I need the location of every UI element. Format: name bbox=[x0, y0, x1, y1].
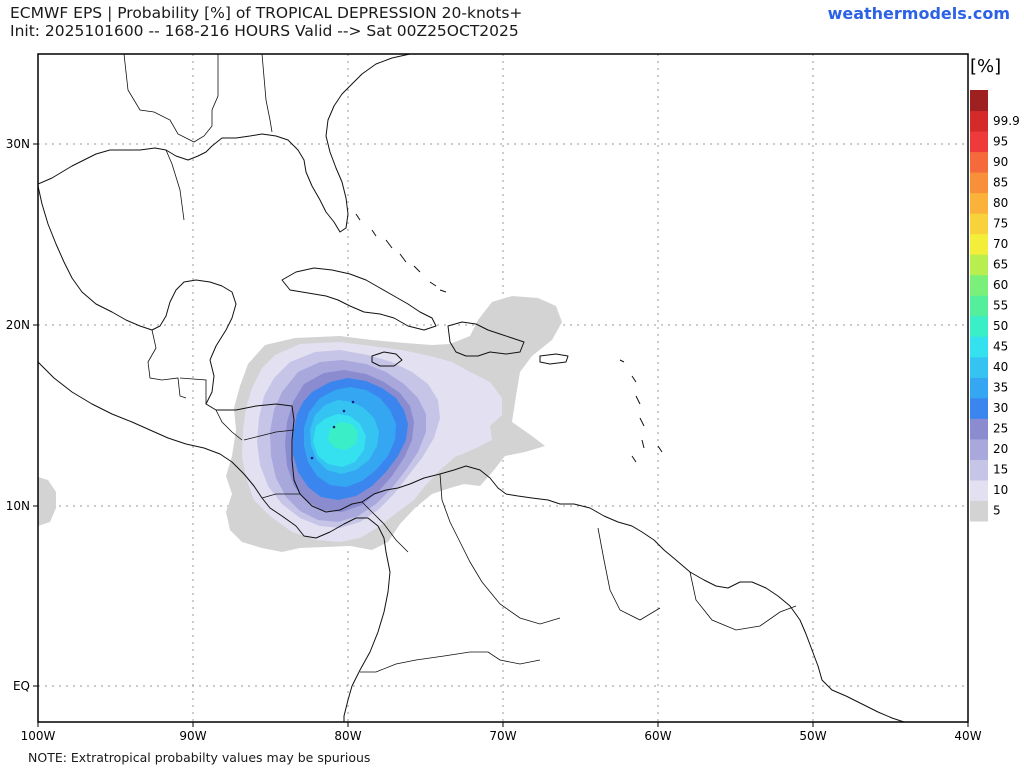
borders bbox=[123, 54, 797, 673]
lat-label: 20N bbox=[6, 318, 30, 332]
legend-label: 60 bbox=[993, 278, 1008, 292]
legend-swatch bbox=[970, 500, 988, 522]
legend-swatch bbox=[970, 254, 988, 276]
probability-field bbox=[38, 296, 562, 552]
legend-swatch bbox=[970, 479, 988, 501]
legend-label: 45 bbox=[993, 340, 1008, 354]
legend-label: 15 bbox=[993, 463, 1008, 477]
axis-ticks bbox=[33, 143, 969, 727]
lat-labels: 30N 20N 10N EQ bbox=[6, 137, 30, 693]
legend-swatch bbox=[970, 151, 988, 173]
legend-label: 85 bbox=[993, 175, 1008, 189]
legend-swatch bbox=[970, 397, 988, 419]
legend-swatch bbox=[970, 213, 988, 235]
legend-label: 35 bbox=[993, 381, 1008, 395]
legend-swatch bbox=[970, 438, 988, 460]
ensemble-points bbox=[310, 400, 355, 460]
lat-label: EQ bbox=[13, 679, 30, 693]
legend-swatch bbox=[970, 356, 988, 378]
lon-label: 100W bbox=[21, 729, 56, 743]
lon-label: 60W bbox=[644, 729, 671, 743]
lon-label: 40W bbox=[954, 729, 981, 743]
legend-swatch bbox=[970, 295, 988, 317]
legend-swatch bbox=[970, 233, 988, 255]
lat-label: 30N bbox=[6, 137, 30, 151]
footer-note: NOTE: Extratropical probabilty values ma… bbox=[28, 750, 371, 765]
legend-label: 90 bbox=[993, 155, 1008, 169]
legend-label: 5 bbox=[993, 504, 1001, 518]
legend-label: 70 bbox=[993, 237, 1008, 251]
legend-swatch bbox=[970, 274, 988, 296]
legend-label: 50 bbox=[993, 319, 1008, 333]
legend-colorbar: 5 10 15 20 25 30 35 40 45 50 55 60 65 70 75 80 85 90 95 99.… bbox=[970, 90, 1020, 522]
legend-label: 25 bbox=[993, 422, 1008, 436]
legend-label: 55 bbox=[993, 299, 1008, 313]
legend-label: 75 bbox=[993, 216, 1008, 230]
prob-band-5-west bbox=[38, 477, 56, 526]
legend-label: 30 bbox=[993, 401, 1008, 415]
legend-swatch bbox=[970, 90, 988, 112]
legend-swatch bbox=[970, 172, 988, 194]
coastlines bbox=[38, 54, 905, 722]
lat-label: 10N bbox=[6, 499, 30, 513]
lon-labels: 100W 90W 80W 70W 60W 50W 40W bbox=[21, 729, 982, 743]
legend-label: 20 bbox=[993, 442, 1008, 456]
brand-link[interactable]: weathermodels.com bbox=[827, 4, 1010, 23]
legend-swatch bbox=[970, 110, 988, 132]
legend-label: 95 bbox=[993, 134, 1008, 148]
legend-swatch bbox=[970, 418, 988, 440]
legend-swatch bbox=[970, 131, 988, 153]
legend-swatch bbox=[970, 192, 988, 214]
legend-swatch bbox=[970, 336, 988, 358]
legend-unit: [%] bbox=[970, 56, 1001, 77]
lon-label: 80W bbox=[334, 729, 361, 743]
legend-label: 65 bbox=[993, 257, 1008, 271]
prob-band-50 bbox=[328, 422, 358, 450]
legend-label: 10 bbox=[993, 483, 1008, 497]
map-title: ECMWF EPS | Probability [%] of TROPICAL … bbox=[10, 4, 523, 22]
gridlines bbox=[38, 54, 968, 722]
lon-label: 50W bbox=[799, 729, 826, 743]
legend-label: 80 bbox=[993, 196, 1008, 210]
legend-label: 99.9 bbox=[993, 114, 1020, 128]
legend-swatch bbox=[970, 315, 988, 337]
lon-label: 90W bbox=[179, 729, 206, 743]
legend-swatch bbox=[970, 459, 988, 481]
legend-swatch bbox=[970, 377, 988, 399]
map-subtitle: Init: 2025101600 -- 168-216 HOURS Valid … bbox=[10, 22, 519, 40]
lon-label: 70W bbox=[489, 729, 516, 743]
legend-label: 40 bbox=[993, 360, 1008, 374]
